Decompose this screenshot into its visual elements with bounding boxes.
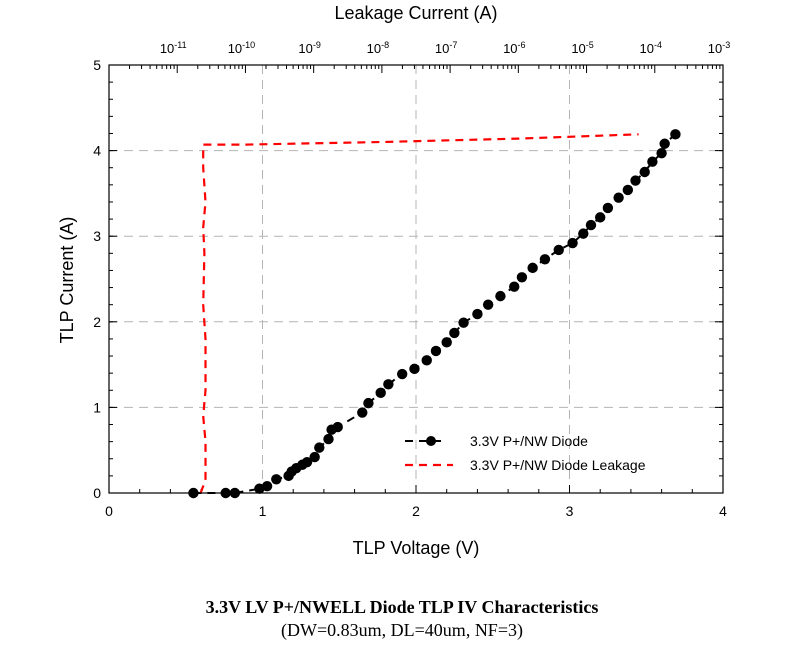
diode-data-point [421,355,432,366]
diode-data-point [539,254,551,265]
diode-data-point [363,397,374,409]
chart-subtitle: (DW=0.83um, DL=40um, NF=3) [281,620,523,641]
y-tick-label: 5 [93,57,101,73]
diode-data-point [639,166,650,178]
x2-tick-label: 10-9 [298,40,320,56]
diode-data-point [482,299,494,310]
diode-data-point [585,219,597,231]
x-tick-label: 1 [259,503,267,519]
diode-data-point [647,156,658,167]
x2-axis-title: Leakage Current (A) [334,3,497,23]
series-group [188,129,681,499]
diode-data-point [527,262,538,274]
diode-data-point [622,184,634,196]
diode-data-point [309,451,320,463]
x2-tick-label: 10-11 [160,40,187,56]
diode-data-point [472,308,483,320]
plot-frame [108,64,724,494]
x2-tick-label: 10-10 [228,40,255,56]
legend-item-leakage: 3.3V P+/NW Diode Leakage [405,457,646,473]
diode-data-point [458,317,469,328]
grid-lines [109,65,723,493]
diode-data-point [314,442,325,453]
diode-data-point [659,138,670,149]
diode-data-point [553,244,564,256]
diode-data-point [301,456,313,468]
x2-tick-label: 10-8 [367,40,389,56]
y-tick-label: 4 [93,143,101,159]
legend-label-leakage: 3.3V P+/NW Diode Leakage [470,457,646,473]
legend-marker-diode [426,436,436,446]
diode-data-point [430,345,442,357]
diode-data-point [375,387,386,399]
y-tick-label: 3 [93,228,101,244]
diode-data-point [271,474,282,485]
diode-data-point [595,212,606,223]
diode-data-point [516,272,528,283]
y-tick-label: 0 [93,485,101,501]
legend: 3.3V P+/NW Diode 3.3V P+/NW Diode Leakag… [405,433,646,473]
diode-data-point [495,290,506,302]
diode-data-point [261,480,273,492]
x2-tick-label: 10-3 [708,40,730,56]
tick-labels: 0 1 2 3 4 0 1 2 3 4 5 10-11 10-10 10-9 10-8 10-7 10-6 10-… [93,40,730,519]
x-tick-label: 2 [412,503,420,519]
leakage-line [199,133,639,494]
diode-data-point [332,421,343,433]
diode-data-point [578,228,589,239]
y-axis-title: TLP Current (A) [57,217,77,344]
diode-data-point [449,327,460,339]
diode-data-point [602,202,614,214]
legend-item-diode: 3.3V P+/NW Diode [405,433,588,449]
diode-data-point [441,337,452,348]
diode-data-point [670,129,681,140]
x2-tick-label: 10-6 [503,40,525,56]
x2-tick-label: 10-7 [435,40,457,56]
diode-data-point [509,281,520,292]
chart-title: 3.3V LV P+/NWELL Diode TLP IV Characteri… [206,597,599,617]
x-axis-title: TLP Voltage (V) [353,538,480,558]
x-tick-label: 4 [719,503,727,519]
x2-tick-label: 10-4 [640,40,662,56]
diode-data-point [357,407,368,418]
diode-data-point [613,192,624,203]
x-tick-label: 0 [105,503,113,519]
diode-data-point [409,363,420,375]
diode-data-point [323,433,334,445]
x-tick-label: 3 [566,503,574,519]
legend-label-diode: 3.3V P+/NW Diode [470,433,588,449]
diode-data-point [656,147,667,159]
diode-data-point [567,237,578,249]
diode-data-point [383,379,394,390]
diode-data-point [396,368,408,380]
x2-tick-label: 10-5 [571,40,593,56]
y-tick-label: 2 [93,314,101,330]
y-tick-label: 1 [93,399,101,415]
diode-data-point [630,175,641,186]
